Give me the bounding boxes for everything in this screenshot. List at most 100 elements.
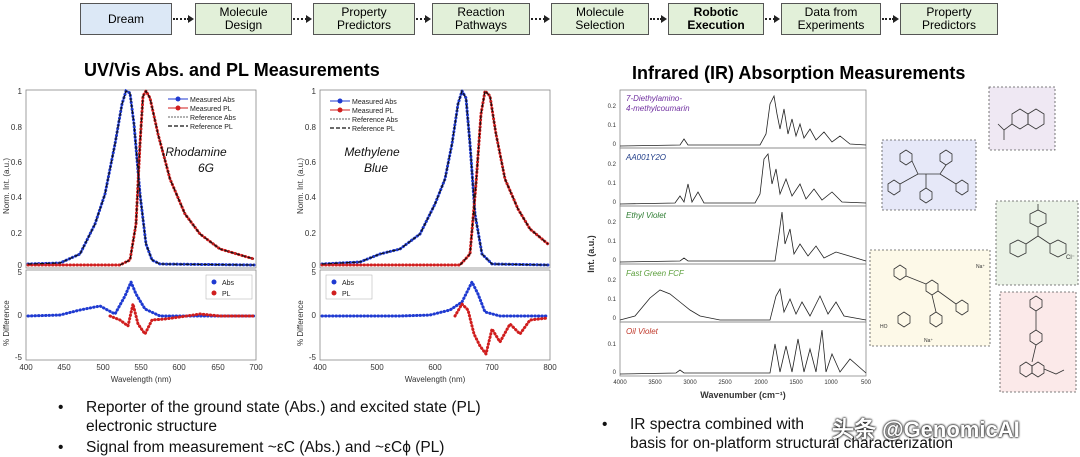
legend-label: Reference PL xyxy=(190,124,233,131)
structure-fast-green: Na⁺ HO Na⁺ xyxy=(869,249,991,347)
ir-panel-frame xyxy=(619,321,867,377)
reference-curves xyxy=(27,89,255,266)
step-property-predictors: Property Predictors xyxy=(313,3,415,35)
xtick: 550 xyxy=(134,363,148,372)
diff-ytick: 5 xyxy=(18,268,23,277)
compound-name: 6G xyxy=(198,161,214,175)
atom-label: HO xyxy=(880,324,888,330)
diff-ylabel: % Difference xyxy=(2,300,11,346)
reference-curves xyxy=(321,89,549,266)
ir-ytick: 0.2 xyxy=(608,220,617,226)
structure-coumarin xyxy=(988,86,1056,151)
ir-panel-name: AA001Y2O xyxy=(625,153,666,162)
ir-panel-name: Fast Green FCF xyxy=(626,269,685,278)
ir-ytick: 0.1 xyxy=(608,123,617,129)
ir-figure: Int. (a.u.) 0.2 0.1 0 0.2 0.1 0 0.2 0.1 … xyxy=(586,86,1079,400)
bullet-icon: • xyxy=(602,416,608,433)
xtick: 800 xyxy=(543,363,557,372)
ytick: 1 xyxy=(312,87,317,96)
ir-ytick: 0.1 xyxy=(608,239,617,245)
ytick: 0.8 xyxy=(11,123,23,132)
diff-frame xyxy=(25,269,257,361)
uv-bullet-2: • Signal from measurement ~εC (Abs.) and… xyxy=(58,439,445,456)
ir-title: Infrared (IR) Absorption Measurements xyxy=(632,63,966,83)
ir-xtick: 4000 xyxy=(613,380,627,386)
watermark: 头条 @GenomicAI xyxy=(832,417,1020,442)
legend-label: PL xyxy=(342,291,351,298)
legend-label: Abs xyxy=(342,280,355,287)
ir-ytick: 0 xyxy=(613,258,617,264)
step-robotic-execution: Robotic Execution xyxy=(668,3,764,35)
arrow-icon xyxy=(188,15,194,23)
plot-frame xyxy=(319,89,551,269)
connector xyxy=(416,18,426,20)
ir-ytick: 0 xyxy=(613,316,617,322)
structure-ethyl-violet: Cl⁻ xyxy=(995,200,1079,286)
arrow-icon xyxy=(893,15,899,23)
ir-panel-name: Oil Violet xyxy=(626,327,659,336)
ytick: 0.4 xyxy=(11,193,23,202)
diff-legend: Abs PL xyxy=(325,274,373,300)
uv-bullet-1: • Reporter of the ground state (Abs.) an… xyxy=(58,399,481,435)
legend: Measured Abs Measured PL Reference Abs R… xyxy=(168,96,236,131)
diff-frame xyxy=(319,269,551,361)
legend-label: Reference Abs xyxy=(190,115,236,122)
ir-xtick: 1500 xyxy=(789,380,803,386)
diff-ytick: 0 xyxy=(312,311,317,320)
xtick: 650 xyxy=(211,363,225,372)
connector xyxy=(765,18,775,20)
diff-abs-series xyxy=(26,278,256,318)
ir-ytick: 0 xyxy=(613,370,617,376)
legend-label: Measured PL xyxy=(352,108,394,115)
ir-ytick: 0 xyxy=(613,200,617,206)
xlabel: Wavelength (nm) xyxy=(405,375,466,384)
ir-panel-name: 7-Diethylamino-4-methylcoumarin xyxy=(626,94,690,113)
legend-label: Measured PL xyxy=(190,106,232,113)
ir-xlabel: Wavenumber (cm⁻¹) xyxy=(700,390,785,400)
ytick: 0.2 xyxy=(305,229,317,238)
ir-ytick: 0.1 xyxy=(608,342,617,348)
diff-legend: Abs PL xyxy=(205,274,253,300)
step-molecule-selection: Molecule Selection xyxy=(551,3,649,35)
step-data-from-experiments: Data from Experiments xyxy=(781,3,881,35)
counter-ion: Cl⁻ xyxy=(1066,255,1075,261)
diff-ytick: -5 xyxy=(15,353,23,362)
structure-aa001y2o xyxy=(881,139,977,211)
diff-ytick: 0 xyxy=(18,311,23,320)
legend-label: Measured Abs xyxy=(190,97,235,104)
arrow-icon xyxy=(306,15,312,23)
xtick: 700 xyxy=(249,363,263,372)
arrow-icon xyxy=(425,15,431,23)
atom-label: Na⁺ xyxy=(924,338,933,344)
ir-xtick: 2500 xyxy=(718,380,732,386)
step-property-predictors-2: Property Predictors xyxy=(900,3,998,35)
legend: Measured Abs Measured PL Reference Abs R… xyxy=(330,98,398,133)
diff-ytick: 5 xyxy=(312,268,317,277)
diff-pl-series xyxy=(108,303,256,337)
xtick: 600 xyxy=(172,363,186,372)
ylabel: Norm. Int. (a.u.) xyxy=(2,158,11,214)
ir-xtick: 2000 xyxy=(754,380,768,386)
ytick: 0.6 xyxy=(305,158,317,167)
xtick: 600 xyxy=(428,363,442,372)
diff-pl-series xyxy=(453,301,550,358)
compound-name: Blue xyxy=(364,161,388,175)
xtick: 450 xyxy=(57,363,71,372)
step-molecule-design: Molecule Design xyxy=(195,3,292,35)
bullet-icon: • xyxy=(58,439,64,456)
connector xyxy=(173,18,189,20)
step-reaction-pathways: Reaction Pathways xyxy=(432,3,530,35)
ir-ylabel: Int. (a.u.) xyxy=(586,235,596,273)
ir-panel-name: Ethyl Violet xyxy=(626,211,667,220)
ylabel: Norm. Int. (a.u.) xyxy=(296,158,305,214)
ir-spectrum-4 xyxy=(619,287,867,321)
xtick: 700 xyxy=(485,363,499,372)
uv-figure: 1 0.8 0.6 0.4 0.2 0 5 0 -5 Norm. Int. (a… xyxy=(2,87,557,384)
connector xyxy=(293,18,307,20)
ir-xtick: 3000 xyxy=(683,380,697,386)
arrow-icon xyxy=(774,15,780,23)
ir-ytick: 0 xyxy=(613,142,617,148)
ytick: 0.8 xyxy=(305,123,317,132)
ytick: 1 xyxy=(18,87,23,96)
structure-oil-violet xyxy=(999,291,1077,393)
